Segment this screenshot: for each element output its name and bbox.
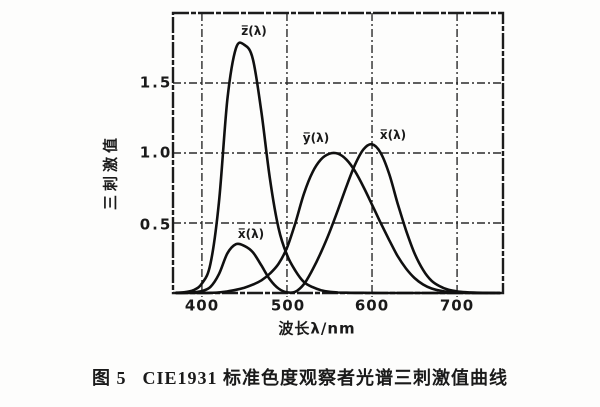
y-axis-title: 三刺激值 [101, 133, 120, 211]
y-tick-1-0: 1.0 [139, 143, 173, 162]
curve-label-ybar: y̅(λ) [302, 131, 330, 145]
curve-label-zbar: z̅(λ) [241, 24, 267, 38]
x-tick-700: 700 [439, 296, 475, 315]
caption-label: 图 5 [91, 368, 127, 388]
y-tick-1-5: 1.5 [139, 73, 173, 92]
y-tick-0-5: 0.5 [139, 215, 173, 234]
x-tick-600: 600 [354, 296, 390, 315]
x-axis-title: 波长λ/nm [278, 319, 356, 338]
curve-label-xbar-short: x̅(λ) [237, 227, 265, 241]
caption-title: CIE1931 标准色度观察者光谱三刺激值曲线 [142, 368, 508, 388]
figure-caption: 图 5 CIE1931 标准色度观察者光谱三刺激值曲线 [0, 364, 600, 390]
x-tick-400: 400 [184, 296, 220, 315]
x-tick-500: 500 [270, 296, 306, 315]
curve-label-xbar: x̅(λ) [379, 128, 407, 142]
